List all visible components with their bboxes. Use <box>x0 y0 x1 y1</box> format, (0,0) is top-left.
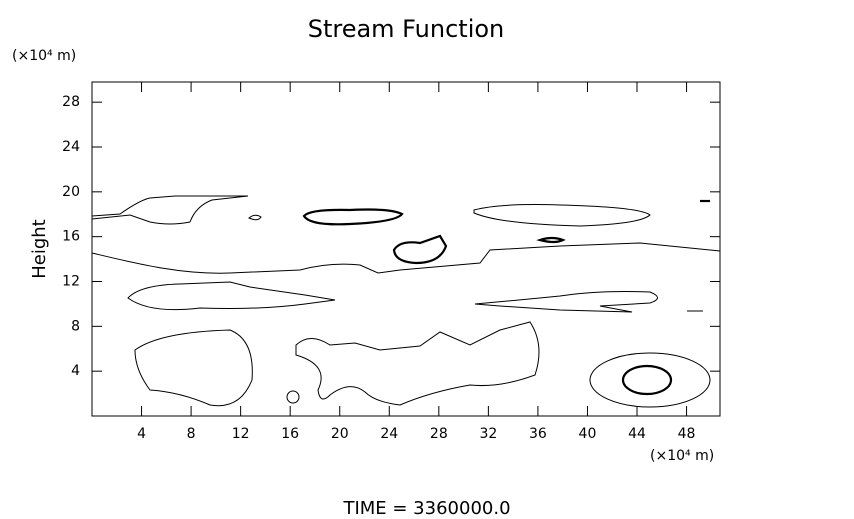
x-tick-label: 16 <box>281 426 299 442</box>
contour-line <box>621 364 673 396</box>
contour-line <box>302 208 404 226</box>
chart-title: Stream Function <box>308 15 505 43</box>
x-tick-label: 8 <box>187 426 196 442</box>
contour-line <box>91 242 721 274</box>
y-tick-label: 12 <box>62 274 80 290</box>
x-tick-label: 24 <box>380 426 398 442</box>
y-tick-label: 8 <box>71 318 80 334</box>
x-tick-label: 40 <box>579 426 597 442</box>
x-tick-label: 48 <box>678 426 696 442</box>
x-tick-label: 4 <box>137 426 146 442</box>
contours <box>91 195 721 408</box>
x-tick-label: 32 <box>479 426 497 442</box>
contour-line <box>91 195 249 225</box>
contour-line <box>248 214 262 221</box>
contour-line <box>536 236 566 244</box>
x-tick-label: 12 <box>232 426 250 442</box>
plot-frame <box>91 81 721 417</box>
y-tick-label: 24 <box>62 139 80 155</box>
contour-line <box>392 234 448 265</box>
x-tick-label: 36 <box>529 426 547 442</box>
y-axis-title: Height <box>29 219 50 279</box>
footer-time: TIME = 3360000.0 <box>342 498 510 519</box>
contour-line <box>295 321 540 406</box>
y-tick-label: 16 <box>62 229 80 245</box>
contour-line <box>134 329 253 407</box>
y-unit: (×10⁴ m) <box>12 48 76 64</box>
y-tick-label: 4 <box>71 363 80 379</box>
contour-line <box>474 291 658 313</box>
x-tick-label: 28 <box>430 426 448 442</box>
contour-line <box>127 281 336 311</box>
contour-line <box>473 204 651 227</box>
x-tick-label: 20 <box>331 426 349 442</box>
x-unit: (×10⁴ m) <box>650 448 714 464</box>
contour-line <box>589 352 711 408</box>
y-tick-label: 28 <box>62 94 80 110</box>
x-tick-label: 44 <box>628 426 646 442</box>
y-tick-label: 20 <box>62 184 80 200</box>
contour-line <box>286 390 300 404</box>
